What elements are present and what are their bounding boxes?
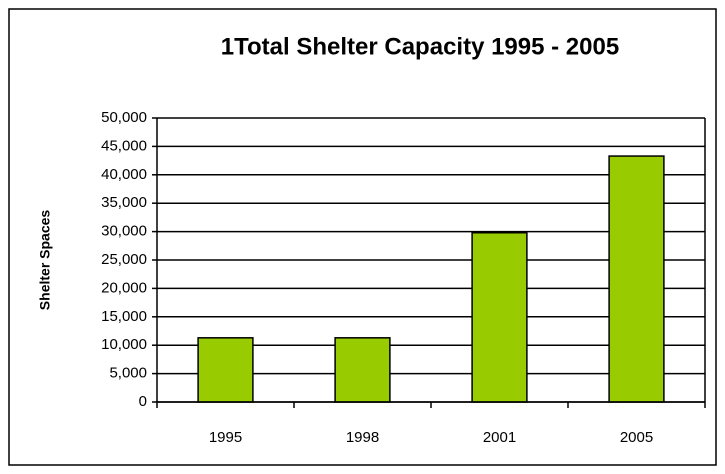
x-tick-label: 2001 [483, 429, 516, 446]
y-tick-label: 25,000 [101, 251, 147, 268]
y-tick-label: 15,000 [101, 308, 147, 325]
y-tick-label: 0 [139, 393, 147, 410]
x-tick-label: 1998 [346, 429, 379, 446]
x-tick-label: 2005 [620, 429, 653, 446]
y-tick-label: 10,000 [101, 336, 147, 353]
y-tick-label: 45,000 [101, 137, 147, 154]
y-tick-label: 5,000 [109, 365, 147, 382]
y-tick-label: 20,000 [101, 279, 147, 296]
y-tick-label: 30,000 [101, 223, 147, 240]
x-tick-label: 1995 [209, 429, 242, 446]
y-tick-label: 40,000 [101, 166, 147, 183]
y-tick-label: 50,000 [101, 109, 147, 126]
y-axis-label: Shelter Spaces [37, 210, 53, 311]
bar [197, 337, 254, 403]
y-tick-label: 35,000 [101, 194, 147, 211]
bar [471, 231, 528, 403]
bar [334, 337, 391, 403]
bar [608, 155, 665, 403]
chart-title: 1Total Shelter Capacity 1995 - 2005 [221, 33, 619, 60]
